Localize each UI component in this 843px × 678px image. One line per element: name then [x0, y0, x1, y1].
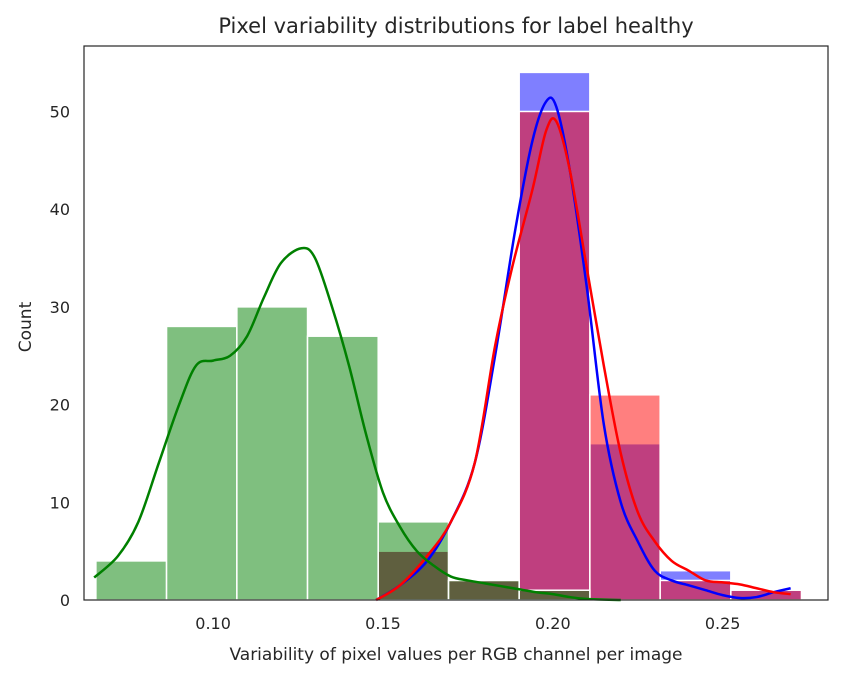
histogram-bar	[95, 560, 168, 601]
y-tick-label: 20	[50, 396, 70, 415]
y-tick-label: 40	[50, 200, 70, 219]
histogram-bar	[306, 335, 379, 601]
x-ticks: 0.10 0.15 0.20 0.25	[195, 614, 740, 633]
chart-title: Pixel variability distributions for labe…	[218, 14, 693, 38]
histogram-bar	[518, 110, 591, 601]
x-tick-label: 0.25	[705, 614, 741, 633]
x-axis-label: Variability of pixel values per RGB chan…	[229, 645, 682, 665]
y-tick-label: 50	[50, 102, 70, 121]
histogram-bar	[589, 394, 661, 601]
x-tick-label: 0.20	[535, 614, 571, 633]
y-tick-label: 30	[50, 298, 70, 317]
y-tick-label: 0	[60, 591, 70, 610]
x-tick-label: 0.15	[365, 614, 401, 633]
histogram-bar	[377, 521, 450, 601]
kde-line	[375, 117, 791, 602]
y-axis-label: Count	[16, 301, 36, 352]
kde-layer	[93, 96, 791, 602]
plot-frame	[83, 45, 829, 601]
y-tick-label: 10	[50, 493, 70, 512]
histogram-bar	[165, 325, 238, 601]
kde-line	[93, 246, 621, 602]
histogram-bar	[236, 306, 309, 601]
y-ticks: 0 10 20 30 40 50	[50, 102, 70, 610]
x-tick-label: 0.10	[195, 614, 231, 633]
bars-layer	[95, 71, 803, 601]
